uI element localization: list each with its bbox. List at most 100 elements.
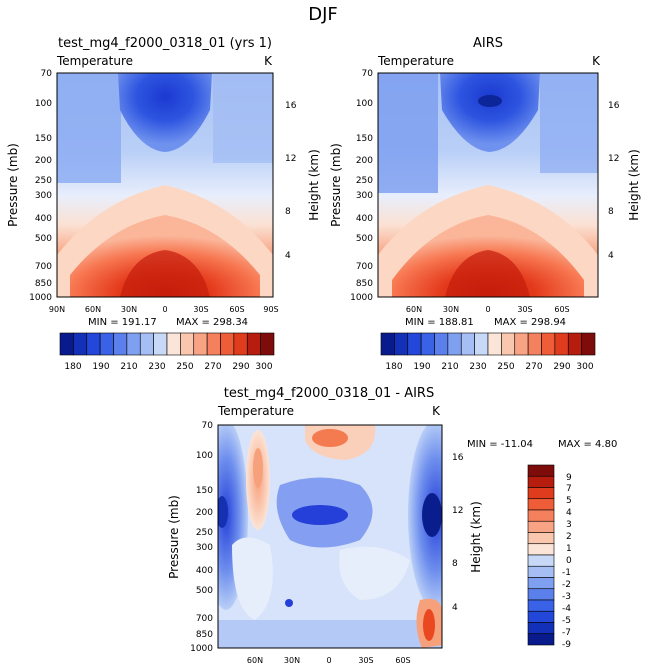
colorbar	[380, 332, 596, 356]
y-tick-labels: 70 100 150 200 250 300 400 500 700 850 1…	[29, 69, 52, 303]
colorbar-swatch	[434, 332, 449, 356]
x-tick: 90N	[49, 305, 65, 314]
x-tick: 60S	[395, 656, 410, 665]
y2-tick-labels: 16 12 8 4	[452, 453, 464, 613]
cbar-tick: -9	[562, 640, 571, 650]
cbar-tick: 2	[566, 532, 572, 542]
colorbar-tick-labels: 9 7 5 4 3 2 1 0 -1 -2 -3 -4 -5 -7 -9	[562, 473, 572, 650]
x-tick-labels: 60N 30N 0 30S 60S	[247, 656, 411, 665]
x-tick: 60N	[85, 305, 101, 314]
y-tick: 1000	[29, 293, 52, 303]
y-tick: 100	[196, 451, 213, 461]
contour-field	[57, 73, 273, 297]
y-tick: 100	[35, 99, 52, 109]
colorbar-swatch	[99, 332, 114, 356]
colorbar-swatch	[567, 332, 582, 356]
x-tick: 30S	[193, 305, 208, 314]
y2-tick: 8	[452, 559, 458, 569]
cbar-tick: 7	[566, 484, 572, 494]
cbar-tick: 210	[441, 362, 458, 372]
cbar-tick: 190	[92, 362, 109, 372]
colorbar-swatch	[59, 332, 74, 356]
cbar-tick: 4	[566, 508, 572, 518]
y2-tick: 12	[285, 154, 296, 164]
y-tick: 500	[356, 234, 373, 244]
y-tick: 150	[356, 134, 373, 144]
y-tick: 700	[196, 614, 213, 624]
panel-observation: AIRS Temperature K Pressure (mb) Height …	[329, 36, 641, 372]
y2-axis-label: Height (km)	[469, 501, 483, 572]
units-label: K	[264, 54, 273, 68]
x-tick: 30S	[517, 305, 532, 314]
colorbar-swatch	[447, 332, 462, 356]
colorbar-swatch	[166, 332, 181, 356]
colorbar-swatch	[487, 332, 502, 356]
y2-tick: 8	[608, 207, 614, 217]
colorbar-swatch	[581, 332, 596, 356]
colorbar-swatch	[527, 622, 555, 635]
y-tick: 850	[35, 279, 52, 289]
colorbar-swatch	[527, 633, 555, 646]
colorbar-swatch	[527, 588, 555, 601]
cbar-tick: -4	[562, 604, 571, 614]
min-label: MIN = -11.04	[467, 439, 533, 450]
colorbar-swatch	[73, 332, 88, 356]
cbar-tick: -5	[562, 616, 571, 626]
y-tick: 300	[196, 543, 213, 553]
cbar-tick: 9	[566, 473, 572, 483]
y-tick: 70	[41, 69, 53, 79]
y-tick: 250	[35, 176, 52, 186]
x-tick: 30S	[358, 656, 373, 665]
y2-axis-label: Height (km)	[627, 149, 641, 220]
y-tick-labels: 70 100 150 200 250 300 400 500 700 850 1…	[190, 421, 213, 654]
colorbar-swatch	[527, 554, 555, 567]
colorbar-swatch	[460, 332, 475, 356]
y-tick: 300	[356, 191, 373, 201]
x-tick: 0	[162, 305, 167, 314]
colorbar-swatch	[113, 332, 128, 356]
variable-label: Temperature	[377, 54, 454, 68]
y-tick: 500	[35, 234, 52, 244]
y-tick: 70	[202, 421, 214, 431]
colorbar-swatch	[554, 332, 569, 356]
cbar-tick: 210	[120, 362, 137, 372]
y-tick: 300	[35, 191, 52, 201]
colorbar-swatch	[380, 332, 395, 356]
cbar-tick: 230	[469, 362, 486, 372]
y-axis-label: Pressure (mb)	[329, 143, 343, 227]
y-axis-label: Pressure (mb)	[167, 495, 181, 579]
colorbar-swatch	[527, 509, 555, 522]
y-tick: 100	[356, 99, 373, 109]
colorbar	[527, 464, 555, 646]
cbar-tick: 180	[385, 362, 402, 372]
colorbar	[59, 332, 275, 356]
colorbar-swatch	[527, 532, 555, 545]
colorbar-swatch	[86, 332, 101, 356]
y-tick: 1000	[350, 293, 373, 303]
y-tick: 700	[356, 262, 373, 272]
colorbar-swatch	[527, 543, 555, 556]
colorbar-swatch	[527, 577, 555, 590]
y-tick: 850	[196, 630, 213, 640]
colorbar-swatch	[153, 332, 168, 356]
contour-field	[218, 425, 442, 648]
colorbar-swatch	[220, 332, 235, 356]
y-tick: 1000	[190, 644, 213, 654]
y-tick: 250	[196, 528, 213, 538]
y2-tick: 16	[285, 101, 297, 111]
x-tick: 90S	[263, 305, 278, 314]
panel-title: test_mg4_f2000_0318_01 (yrs 1)	[58, 36, 272, 51]
x-tick: 0	[485, 305, 490, 314]
y-tick: 400	[35, 214, 52, 224]
cbar-tick: -7	[562, 628, 571, 638]
cbar-tick: 290	[553, 362, 570, 372]
colorbar-swatch	[527, 599, 555, 612]
colorbar-swatch	[260, 332, 275, 356]
cbar-tick: 1	[566, 544, 572, 554]
y2-tick: 4	[285, 251, 291, 261]
colorbar-swatch	[474, 332, 489, 356]
y-tick: 150	[196, 486, 213, 496]
colorbar-swatch	[206, 332, 221, 356]
cbar-tick: 190	[413, 362, 430, 372]
cbar-tick: 270	[525, 362, 542, 372]
